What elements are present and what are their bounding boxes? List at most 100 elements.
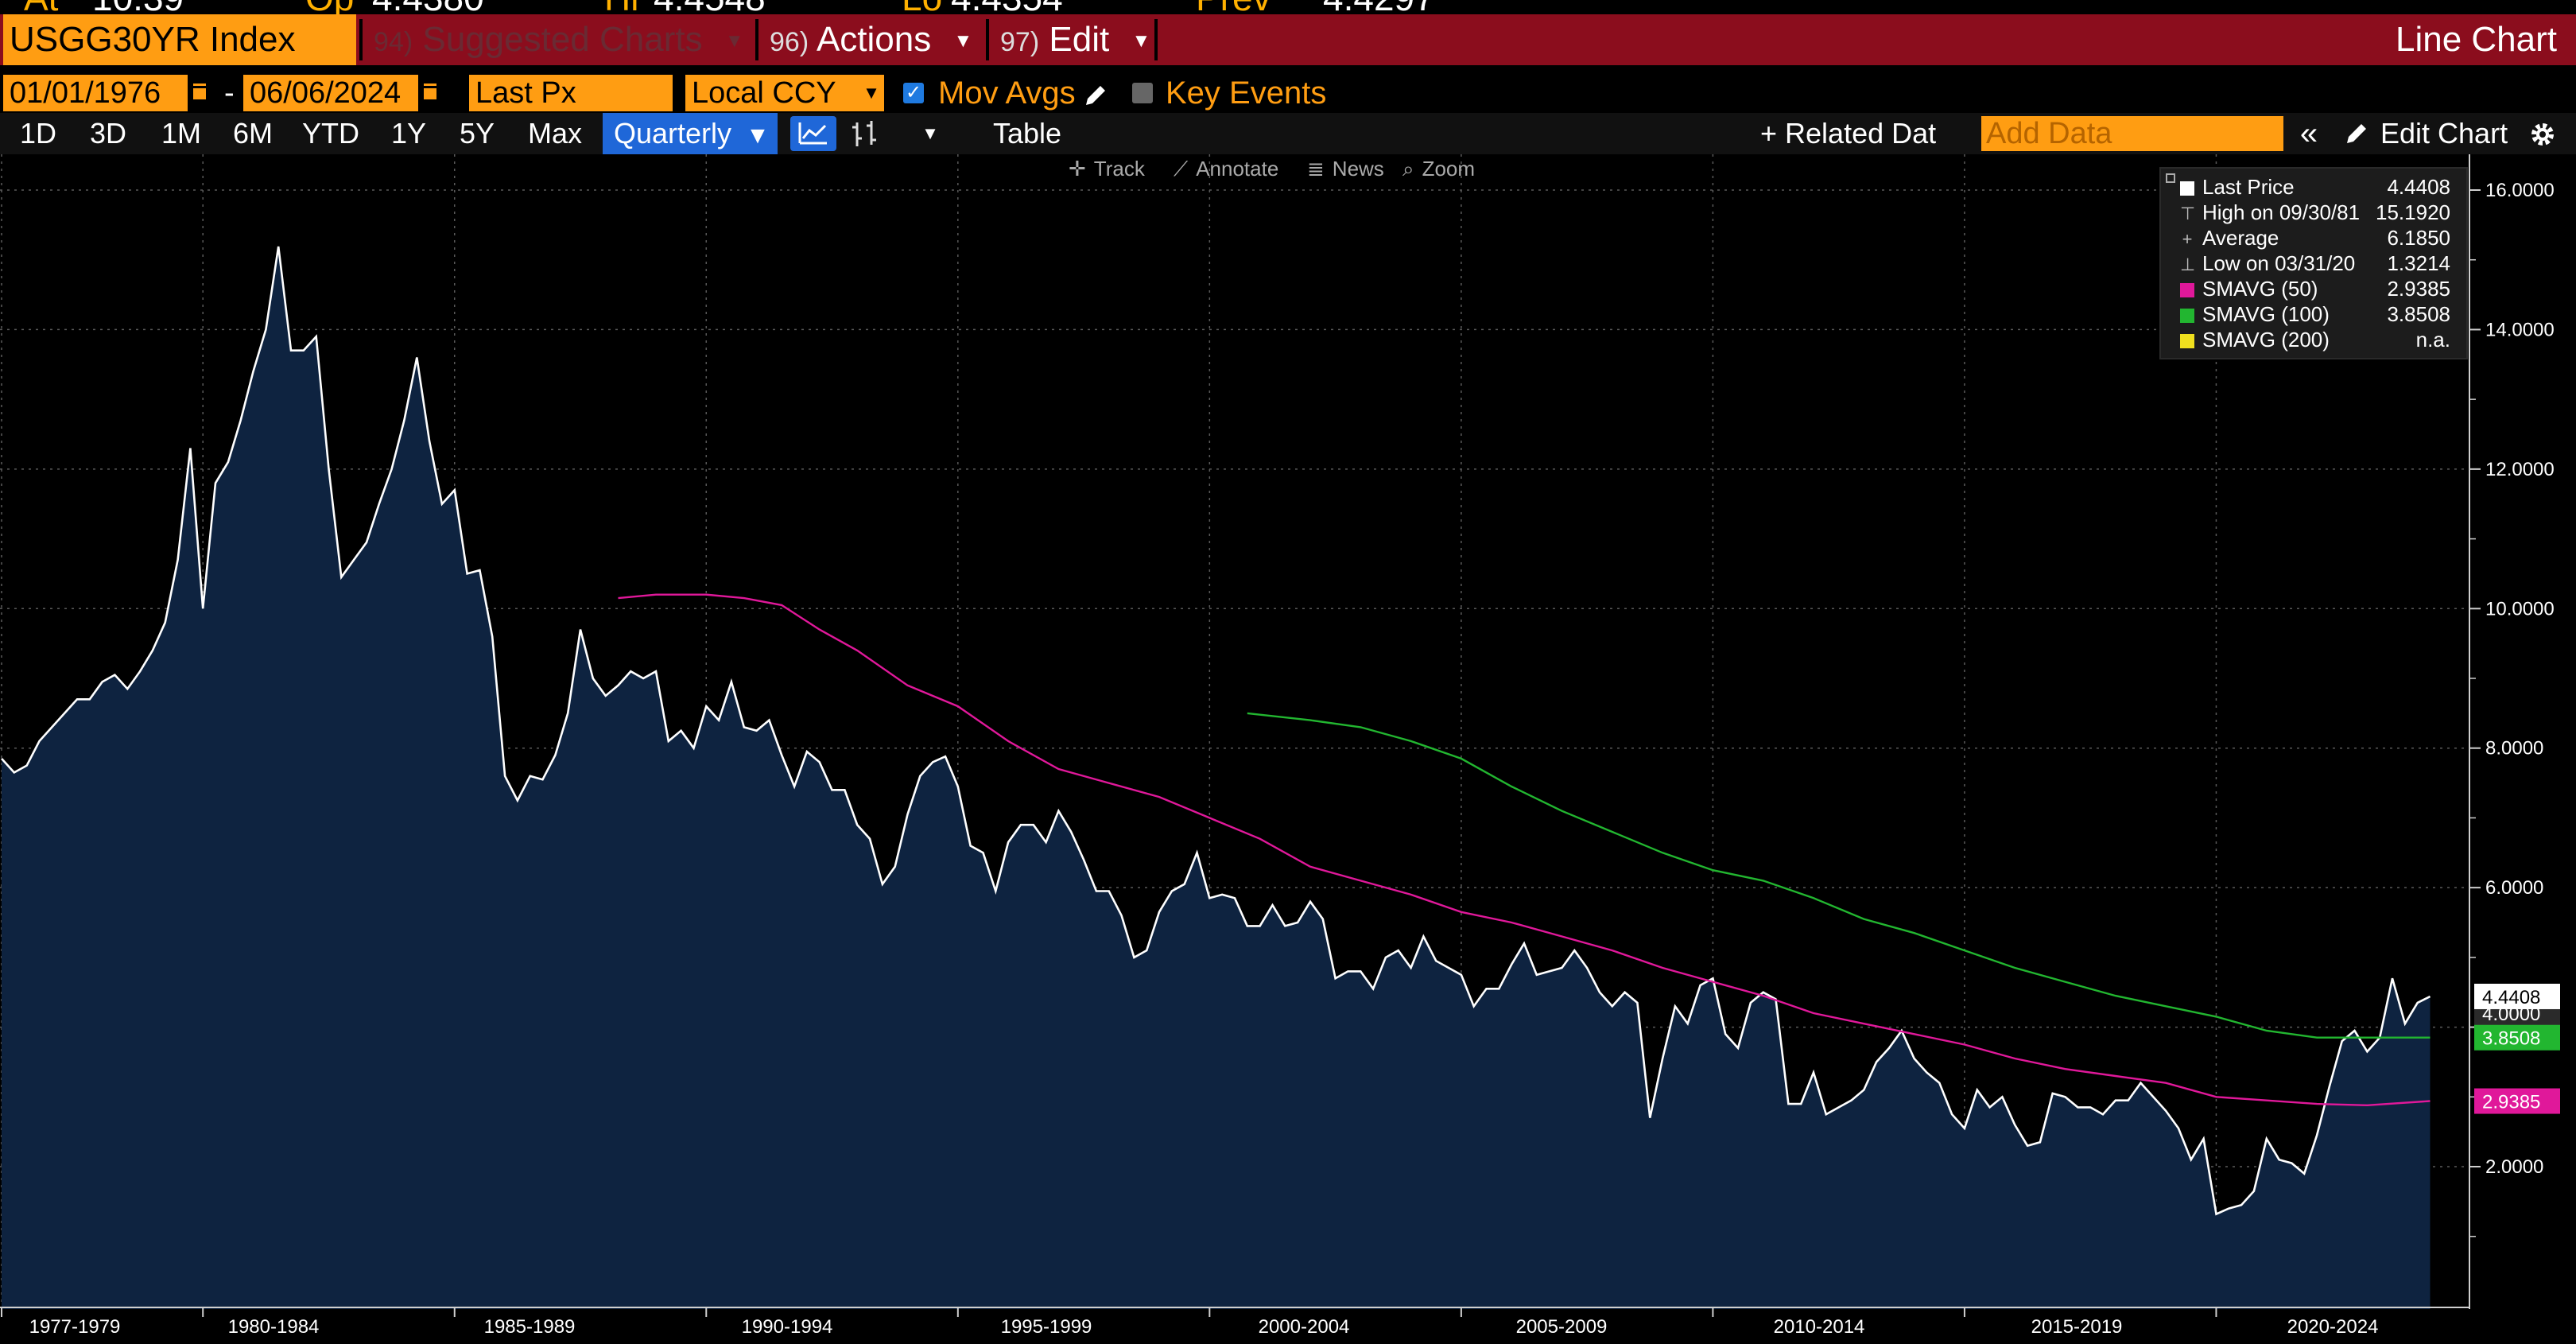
end-date-field[interactable]: 06/06/2024 [243,75,418,111]
edit-menu[interactable]: 97) Edit ▼ [1000,14,1159,65]
legend-row: SMAVG (50) 2.9385 [2180,277,2460,301]
legend-value: n.a. [2415,328,2450,352]
x-tick-label: 1980-1984 [228,1316,320,1338]
news-button[interactable]: ≣ News [1307,154,1384,183]
quote-value-prev: 4.4297 [1323,0,1435,14]
series-line-smavg-100 [1247,712,2431,1039]
zoom-icon: ⌕ [1402,157,1414,181]
x-tick-label: 2005-2009 [1516,1316,1608,1338]
x-tick-label: 1977-1979 [29,1316,121,1338]
currency-select[interactable]: Local CCY [685,75,876,111]
quote-label-low: Lo [902,0,942,14]
legend-value: 3.8508 [2387,302,2450,326]
chevron-down-icon[interactable]: ▼ [859,75,884,111]
period-6m-button[interactable]: 6M [232,117,273,150]
frequency-label: Quarterly [614,117,732,150]
legend-swatch [2180,283,2194,297]
suggested-charts-num: 94) [374,27,413,57]
last-price-badge-bg [2474,983,2560,1009]
legend-collapse-icon[interactable] [2166,173,2175,183]
legend-row: Last Price 4.4408 [2180,175,2460,200]
legend-swatch [2180,309,2194,323]
y-tick-label: 6.0000 [2485,877,2543,899]
last-price-badge: 4.4408 [2482,987,2540,1008]
table-button[interactable]: Table [992,117,1062,150]
calendar-icon[interactable] [191,81,208,102]
key-events-label[interactable]: Key Events [1166,76,1327,111]
period-1y-button[interactable]: 1Y [390,117,427,150]
period-3d-button[interactable]: 3D [89,117,127,150]
legend-value: 1.3214 [2387,251,2450,275]
y-tick-label: 8.0000 [2485,738,2543,759]
x-tick-label: 1990-1994 [742,1316,833,1338]
suggested-charts-menu[interactable]: 94) Suggested Charts ▼ [374,14,747,65]
quote-label-open: Op [305,0,354,14]
gear-icon[interactable] [2525,113,2560,154]
sma100-badge: 3.8508 [2482,1028,2540,1050]
series-line-last-price [1,246,2431,1216]
mov-avgs-checkbox[interactable]: ✓ [903,83,924,103]
line-chart-icon [798,122,827,145]
legend-marker-icon: ⊥ [2180,254,2196,274]
suggested-charts-label: Suggested Charts [422,20,703,59]
x-tick-label: 2000-2004 [1259,1316,1350,1338]
ticker-field[interactable]: USGG30YR Index [3,14,356,65]
ohlc-bars-icon [852,121,876,146]
x-tick-label: 2020-2024 [2287,1316,2379,1338]
pencil-icon[interactable] [1081,81,1110,110]
start-date-field[interactable]: 01/01/1976 [3,75,188,111]
sma50-badge: 2.9385 [2482,1092,2540,1113]
calendar-icon[interactable] [421,81,439,102]
x-tick-label: 1995-1999 [1001,1316,1092,1338]
zoom-button[interactable]: ⌕ Zoom [1402,154,1475,183]
y-tick-label: 2.0000 [2485,1156,2543,1178]
zoom-label: Zoom [1422,157,1476,181]
series-line-smavg-50 [618,593,2431,1107]
annotate-button[interactable]: ⟋ Annotate [1174,154,1278,183]
quote-value-high: 4.4548 [654,0,766,14]
edit-num: 97) [1000,27,1040,57]
legend-label: SMAVG (200) [2202,328,2330,352]
legend-marker-icon: ⊤ [2180,204,2196,223]
annotate-icon: ⟋ [1174,157,1189,181]
price-field-select[interactable]: Last Px [469,75,673,111]
track-button[interactable]: ✛ Track [1069,154,1145,183]
legend-label: SMAVG (50) [2202,277,2318,301]
period-5y-button[interactable]: 5Y [459,117,495,150]
chart-type-title: Line Chart [2395,20,2557,59]
y-tick-label: 16.0000 [2485,180,2555,201]
chart-area[interactable]: 2.00004.00006.00008.000010.000012.000014… [0,154,2576,1344]
related-data-button[interactable]: + Related Dat [1760,117,1937,150]
actions-menu[interactable]: 96) Actions ▼ [770,14,978,65]
period-1m-button[interactable]: 1M [161,117,201,150]
sma50-badge-bg [2474,1088,2560,1114]
y-tick-label: 10.0000 [2485,598,2555,620]
chevron-down-icon[interactable]: ▼ [921,123,939,143]
x-axis: 1977-1979 1980-1984 1985-1989 1990-1994 1995… [0,1307,2469,1338]
mov-avgs-label[interactable]: Mov Avgs [938,76,1076,111]
bar-chart-type-button[interactable] [843,116,889,151]
period-max-button[interactable]: Max [527,117,582,150]
legend-row: ⊥ Low on 03/31/20 1.3214 [2180,251,2460,276]
x-tick-label: 2015-2019 [2031,1316,2123,1338]
period-1d-button[interactable]: 1D [19,117,57,150]
edit-chart-button[interactable]: Edit Chart [2380,117,2508,150]
date-separator: - [224,76,235,110]
quote-value-open: 4.4380 [372,0,484,14]
frequency-select[interactable]: Quarterly ▼ [603,113,778,154]
legend-row: + Average 6.1850 [2180,226,2460,251]
add-data-input[interactable] [1981,116,2283,151]
y-axis: 2.00004.00006.00008.000010.000012.000014… [2469,154,2555,1309]
legend-value: 4.4408 [2387,175,2450,199]
period-ytd-button[interactable]: YTD [302,117,359,150]
line-chart-type-button[interactable] [790,116,836,151]
chart-legend: Last Price 4.4408 ⊤ High on 09/30/81 15.1920… [2159,167,2468,359]
y-tick-label: 12.0000 [2485,459,2555,480]
chevron-down-icon: ▼ [953,30,973,52]
legend-swatch [2180,334,2194,348]
chevron-down-icon: ▼ [746,122,770,149]
key-events-checkbox[interactable] [1132,83,1153,103]
edit-pencil-icon [2341,113,2372,154]
collapse-icon[interactable]: « [2299,116,2318,151]
